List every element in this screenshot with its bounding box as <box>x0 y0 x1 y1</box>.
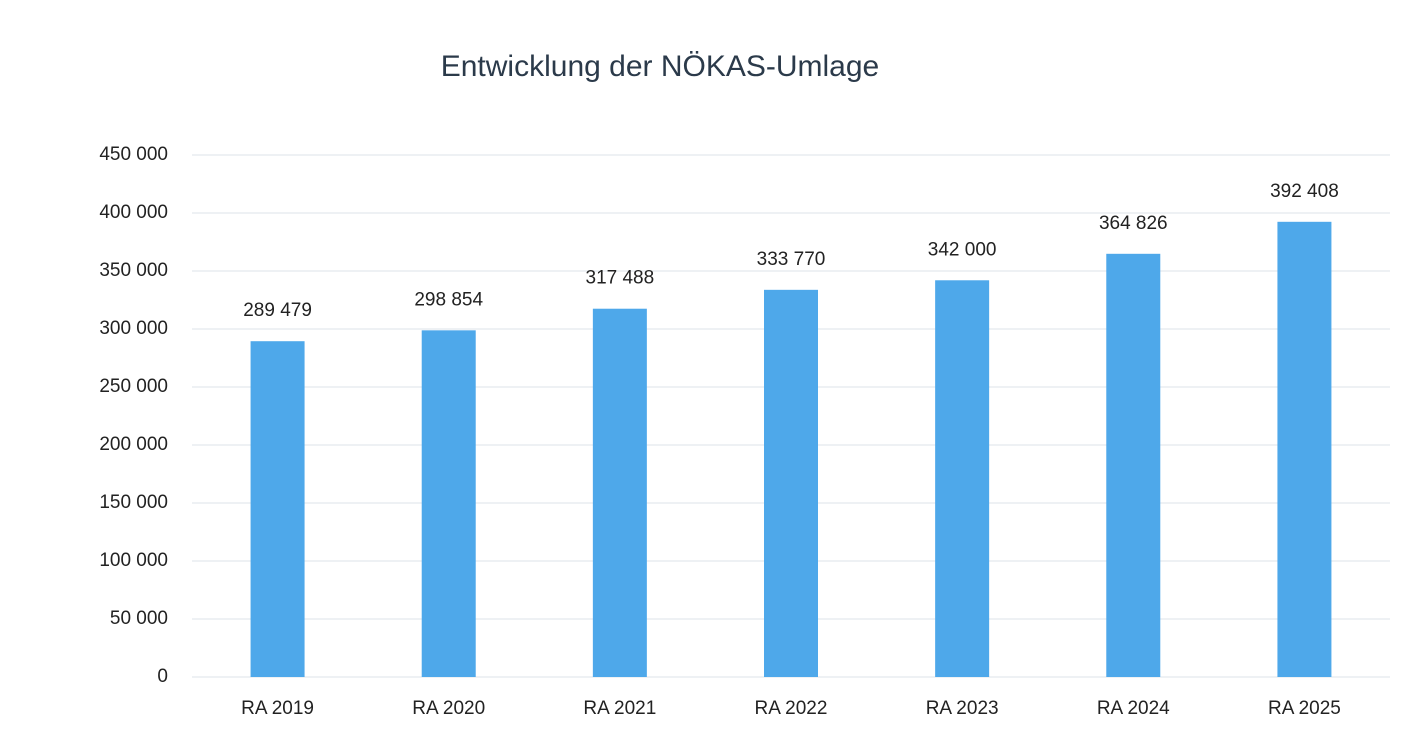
bar <box>935 280 990 677</box>
y-tick-label: 350 000 <box>99 260 168 281</box>
y-tick-label: 100 000 <box>99 550 168 571</box>
x-tick-label: RA 2022 <box>755 698 828 719</box>
x-tick-label: RA 2023 <box>926 698 999 719</box>
x-tick-label: RA 2021 <box>583 698 656 719</box>
y-tick-label: 450 000 <box>99 144 168 165</box>
data-label: 392 408 <box>1270 181 1339 202</box>
data-label: 364 826 <box>1099 213 1168 234</box>
y-tick-label: 300 000 <box>99 318 168 339</box>
y-tick-label: 200 000 <box>99 434 168 455</box>
bar <box>250 341 305 677</box>
data-label: 342 000 <box>928 239 997 260</box>
y-tick-label: 250 000 <box>99 376 168 397</box>
x-tick-label: RA 2020 <box>412 698 485 719</box>
data-label: 333 770 <box>757 249 826 270</box>
data-label: 289 479 <box>243 300 312 321</box>
x-tick-label: RA 2019 <box>241 698 314 719</box>
y-tick-label: 0 <box>157 666 168 687</box>
data-label: 298 854 <box>414 289 483 310</box>
bar <box>592 308 647 677</box>
x-tick-label: RA 2024 <box>1097 698 1170 719</box>
x-tick-label: RA 2025 <box>1268 698 1341 719</box>
bar <box>1277 221 1332 678</box>
bar <box>421 330 476 677</box>
chart-title: Entwicklung der NÖKAS-Umlage <box>441 50 880 83</box>
y-tick-label: 400 000 <box>99 202 168 223</box>
y-tick-label: 50 000 <box>110 608 168 629</box>
data-label: 317 488 <box>586 268 655 289</box>
y-tick-label: 150 000 <box>99 492 168 513</box>
bar <box>1106 253 1161 678</box>
bar <box>764 289 818 677</box>
